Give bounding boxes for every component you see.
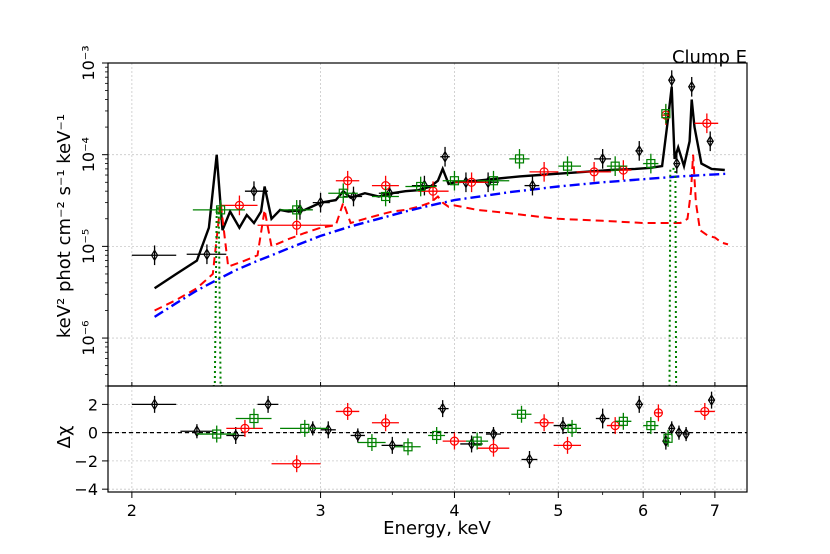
y-tick-label: 2 xyxy=(88,395,98,414)
y-tick-label: 10⁻⁵ xyxy=(79,229,98,264)
residual-points xyxy=(108,391,747,473)
y-tick-label: −2 xyxy=(74,452,98,471)
data-point-circle xyxy=(702,118,712,128)
y-tick-label: 0 xyxy=(88,424,98,443)
y-tick-label: 10⁻⁴ xyxy=(79,137,98,172)
x-tick-label: 3 xyxy=(315,501,325,520)
x-tick-label: 2 xyxy=(127,501,137,520)
data-point-circle xyxy=(589,167,599,177)
data-point-square xyxy=(381,191,391,202)
y-tick-label: 10⁻³ xyxy=(79,45,98,80)
data-point-circle xyxy=(488,443,499,453)
data-point-diamond xyxy=(675,426,683,439)
data-point-diamond xyxy=(316,196,325,209)
data-point-circle xyxy=(539,418,549,428)
data-point-square xyxy=(432,430,442,441)
data-point-circle xyxy=(562,440,573,450)
data-point-diamond xyxy=(193,425,201,438)
data-point-square xyxy=(249,413,259,424)
data-point-diamond xyxy=(598,152,607,166)
data-point-circle xyxy=(653,408,664,418)
residuals-panel: 2 3 4 5 6 7 −4 −2 0 2 xyxy=(74,385,748,520)
data-point-diamond xyxy=(309,422,317,435)
model-line-dotted xyxy=(668,167,678,386)
data-point-square xyxy=(488,176,499,186)
x-tick-label: 4 xyxy=(449,501,459,520)
data-point-circle xyxy=(381,418,391,428)
x-tick-label: 7 xyxy=(710,501,720,520)
data-point-square xyxy=(516,409,527,419)
residual-axis-title: Δχ xyxy=(54,426,75,449)
data-point-diamond xyxy=(707,393,716,407)
data-point-circle xyxy=(428,186,438,196)
data-point-square xyxy=(514,154,525,164)
data-point-diamond xyxy=(525,453,534,466)
data-point-diamond xyxy=(635,144,643,158)
data-point-diamond xyxy=(354,429,362,442)
data-point-square xyxy=(610,161,620,171)
data-point-square xyxy=(646,158,656,169)
x-axis-title: Energy, keV xyxy=(383,518,491,539)
data-point-square xyxy=(646,420,656,431)
data-point-diamond xyxy=(150,249,159,262)
data-point-square xyxy=(416,181,426,192)
data-point-diamond xyxy=(706,135,714,148)
data-point-diamond xyxy=(673,157,681,170)
data-point-circle xyxy=(343,406,353,417)
data-point-diamond xyxy=(250,185,258,198)
data-point-diamond xyxy=(150,398,159,411)
data-point-square xyxy=(338,188,348,198)
data-point-square xyxy=(449,176,460,186)
data-point-diamond xyxy=(441,150,449,163)
data-point-square xyxy=(661,109,671,119)
data-point-diamond xyxy=(668,422,676,435)
data-point-diamond xyxy=(559,419,567,432)
data-point-circle xyxy=(292,459,302,469)
data-point-square xyxy=(292,205,302,215)
data-point-circle xyxy=(240,423,250,433)
data-point-square xyxy=(403,442,413,452)
data-point-diamond xyxy=(528,179,537,192)
data-point-circle xyxy=(449,436,460,446)
x-tick-label: 6 xyxy=(638,501,648,520)
data-point-diamond xyxy=(388,439,397,452)
spectrum-points xyxy=(131,70,719,266)
data-point-diamond xyxy=(349,190,358,203)
data-point-diamond xyxy=(438,402,447,415)
model-line-dashed xyxy=(154,154,729,312)
data-point-diamond xyxy=(598,412,607,425)
data-point-circle xyxy=(700,406,710,417)
data-point-diamond xyxy=(264,398,272,411)
data-point-square xyxy=(618,416,628,426)
data-point-diamond xyxy=(296,203,304,217)
residuals-frame xyxy=(107,385,748,493)
data-point-circle xyxy=(466,177,477,187)
data-point-square xyxy=(212,429,222,439)
data-point-square xyxy=(300,423,310,433)
x-tick-label: 5 xyxy=(553,501,563,520)
data-point-square xyxy=(367,437,377,448)
data-point-diamond xyxy=(203,248,211,261)
data-point-diamond xyxy=(682,427,690,441)
data-point-square xyxy=(663,433,673,443)
data-point-diamond xyxy=(668,73,676,87)
data-point-square xyxy=(472,436,482,446)
y-tick-label: −4 xyxy=(74,480,98,499)
data-point-square xyxy=(215,205,226,215)
model-line-dotted xyxy=(212,207,223,386)
data-point-circle xyxy=(292,220,302,230)
data-point-square xyxy=(567,423,577,433)
data-point-circle xyxy=(343,176,353,186)
y-tick-label: 10⁻⁶ xyxy=(79,320,98,355)
y-axis-title: keV² phot cm⁻² s⁻¹ keV⁻¹ xyxy=(54,114,75,338)
model-line-dashdot xyxy=(153,172,729,318)
data-point-square xyxy=(562,161,573,171)
data-point-circle xyxy=(539,167,549,177)
data-point-diamond xyxy=(489,427,498,441)
data-point-diamond xyxy=(635,398,643,411)
data-point-diamond xyxy=(688,80,696,93)
panel-title: Clump E xyxy=(672,47,747,68)
